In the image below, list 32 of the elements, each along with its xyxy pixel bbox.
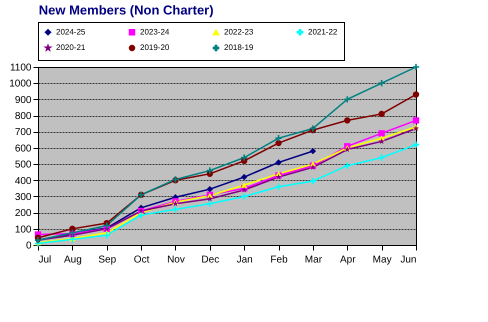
y-tick-label: 100 (14, 224, 32, 236)
x-tick-label: Mar (304, 254, 323, 266)
y-tick-label: 300 (14, 192, 32, 203)
x-tick-label: Apr (340, 254, 356, 266)
y-tick-label: 1100 (10, 62, 32, 74)
y-tick-label: 400 (14, 176, 32, 187)
y-tick-label: 1000 (9, 78, 32, 90)
x-tick-label: Jun (400, 254, 416, 266)
x-tick-label: Jan (236, 254, 253, 266)
x-tick-label: Dec (201, 254, 220, 266)
legend-label: 2019-20 (140, 43, 170, 52)
legend-label: 2018-19 (224, 43, 254, 52)
legend-label: 2023-24 (140, 27, 170, 36)
legend-label: 2024-25 (56, 27, 86, 36)
y-tick-label: 800 (14, 111, 32, 122)
x-tick-label: May (372, 254, 392, 266)
x-tick-label: Jul (38, 254, 52, 266)
y-tick-label: 500 (14, 160, 32, 171)
x-tick-label: Aug (64, 254, 82, 266)
chart-title: New Members (Non Charter) (38, 2, 214, 18)
y-tick-label: 0 (26, 240, 32, 252)
x-tick-label: Feb (270, 254, 288, 266)
y-tick-label: 700 (14, 127, 32, 138)
legend-label: 2022-23 (224, 27, 254, 36)
x-tick-label: Oct (134, 254, 150, 266)
y-tick-label: 600 (14, 143, 32, 154)
legend-label: 2021-22 (308, 27, 338, 36)
x-tick-label: Sep (98, 254, 117, 266)
x-tick-label: Nov (167, 254, 185, 266)
y-tick-label: 900 (14, 94, 32, 106)
legend-label: 2020-21 (56, 43, 86, 52)
y-tick-label: 200 (14, 208, 32, 220)
